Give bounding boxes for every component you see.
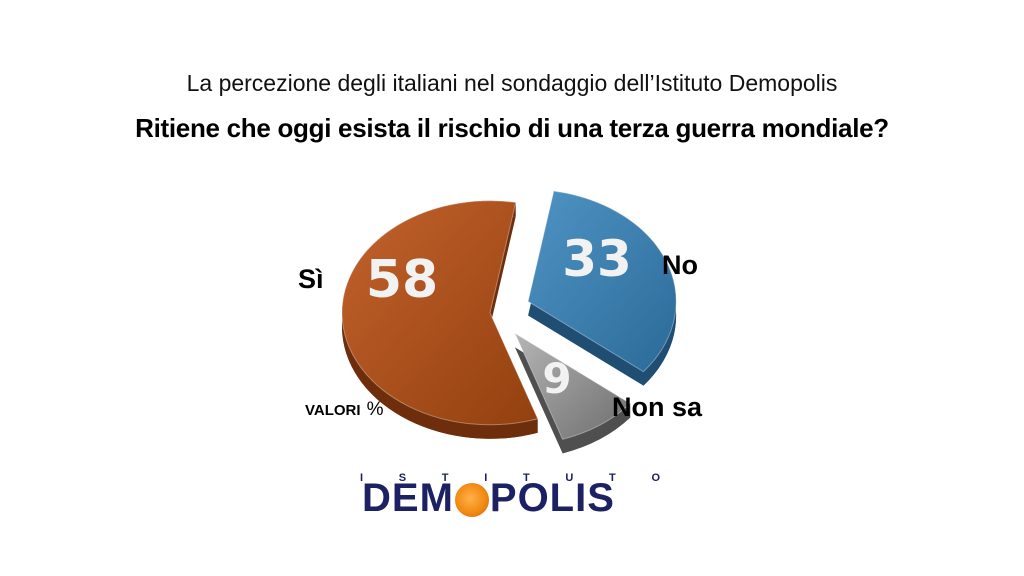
value-label-si: 58 (366, 250, 438, 310)
value-label-no: 33 (562, 230, 632, 288)
logo-o-icon (454, 482, 489, 517)
value-label-non-sa: 9 (542, 354, 571, 403)
logo-letter: U (565, 472, 574, 484)
logo-name-right: POLIS (489, 476, 615, 520)
values-note-symbol: % (366, 399, 384, 420)
logo-letter: S (398, 472, 407, 484)
logo-letter: T (609, 472, 616, 484)
values-note-text: VALORI (305, 402, 361, 419)
logo-letter: T (522, 472, 530, 484)
chart-subtitle: La percezione degli italiani nel sondagg… (186, 70, 838, 96)
demopolis-logo: DEM POLIS (362, 476, 615, 521)
values-note: VALORI% (305, 399, 383, 421)
logo-letter: I (360, 472, 364, 484)
chart-title: Ritiene che oggi esista il rischio di un… (135, 113, 889, 143)
category-label-non-sa: Non sa (612, 392, 703, 422)
logo-letter: I (484, 472, 488, 484)
category-label-no: No (662, 250, 698, 280)
category-label-si: Sì (298, 264, 324, 294)
logo-letter: O (651, 472, 660, 484)
logo-istituto: I S T I T U T O (360, 472, 660, 484)
logo-letter: T (441, 472, 449, 484)
pie-slice-no (527, 190, 677, 373)
pie-slice-si (341, 200, 539, 426)
pie-slice-non-sa-rim (562, 403, 631, 454)
logo-name-left: DEM (362, 476, 454, 520)
pie-slice-non-sa (513, 332, 632, 440)
